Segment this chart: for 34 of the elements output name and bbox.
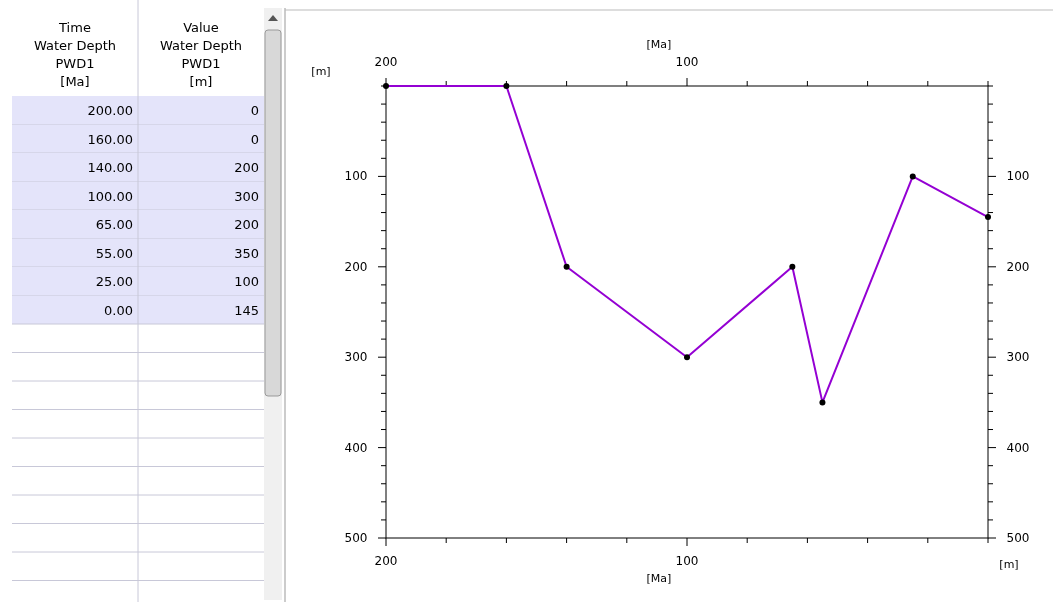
data-label: 200 xyxy=(234,217,259,232)
y2-tick-label: 400 xyxy=(1006,440,1030,455)
x2-tick-label: 200 xyxy=(374,55,398,69)
y2-tick-label: 500 xyxy=(1006,531,1030,545)
y-tick-label: 100 xyxy=(344,169,368,184)
data-label: 350 xyxy=(234,245,259,261)
x2-axis-title: [Ma] xyxy=(646,38,672,51)
y-tick-label: 500 xyxy=(344,531,368,545)
x-axis-title: [Ma] xyxy=(646,572,672,585)
category-label: 25.00 xyxy=(95,274,133,289)
category-label: 160.00 xyxy=(87,131,133,147)
category-label: 140.00 xyxy=(87,160,133,175)
y2-tick-label: 200 xyxy=(1006,259,1030,274)
category-label: 100.00 xyxy=(87,188,133,204)
data-label: 145 xyxy=(234,302,259,318)
category-label: 65.00 xyxy=(95,217,133,232)
category-label: 200.00 xyxy=(87,103,133,118)
y2-axis-title: [m] xyxy=(999,558,1019,571)
text: Value Water Depth PWD1 [m] xyxy=(159,20,243,89)
y-tick-label: 200 xyxy=(344,259,368,274)
y-tick-label: 400 xyxy=(344,440,368,455)
y-tick-label: 300 xyxy=(344,350,368,365)
y2-tick-label: 100 xyxy=(1006,169,1030,184)
data-label: 0 xyxy=(250,131,259,147)
text: Time Water Depth PWD1 [Ma] xyxy=(33,20,117,89)
data-label: 200 xyxy=(234,160,259,175)
y2-tick-label: 300 xyxy=(1006,350,1030,365)
data-label: 300 xyxy=(234,188,259,204)
y-axis-title: [m] xyxy=(311,65,331,78)
data-label: 0 xyxy=(250,103,259,118)
category-label: 0.00 xyxy=(104,302,133,318)
x2-tick-label: 100 xyxy=(675,55,699,69)
data-label: 100 xyxy=(234,274,259,289)
category-label: 55.00 xyxy=(95,245,133,261)
